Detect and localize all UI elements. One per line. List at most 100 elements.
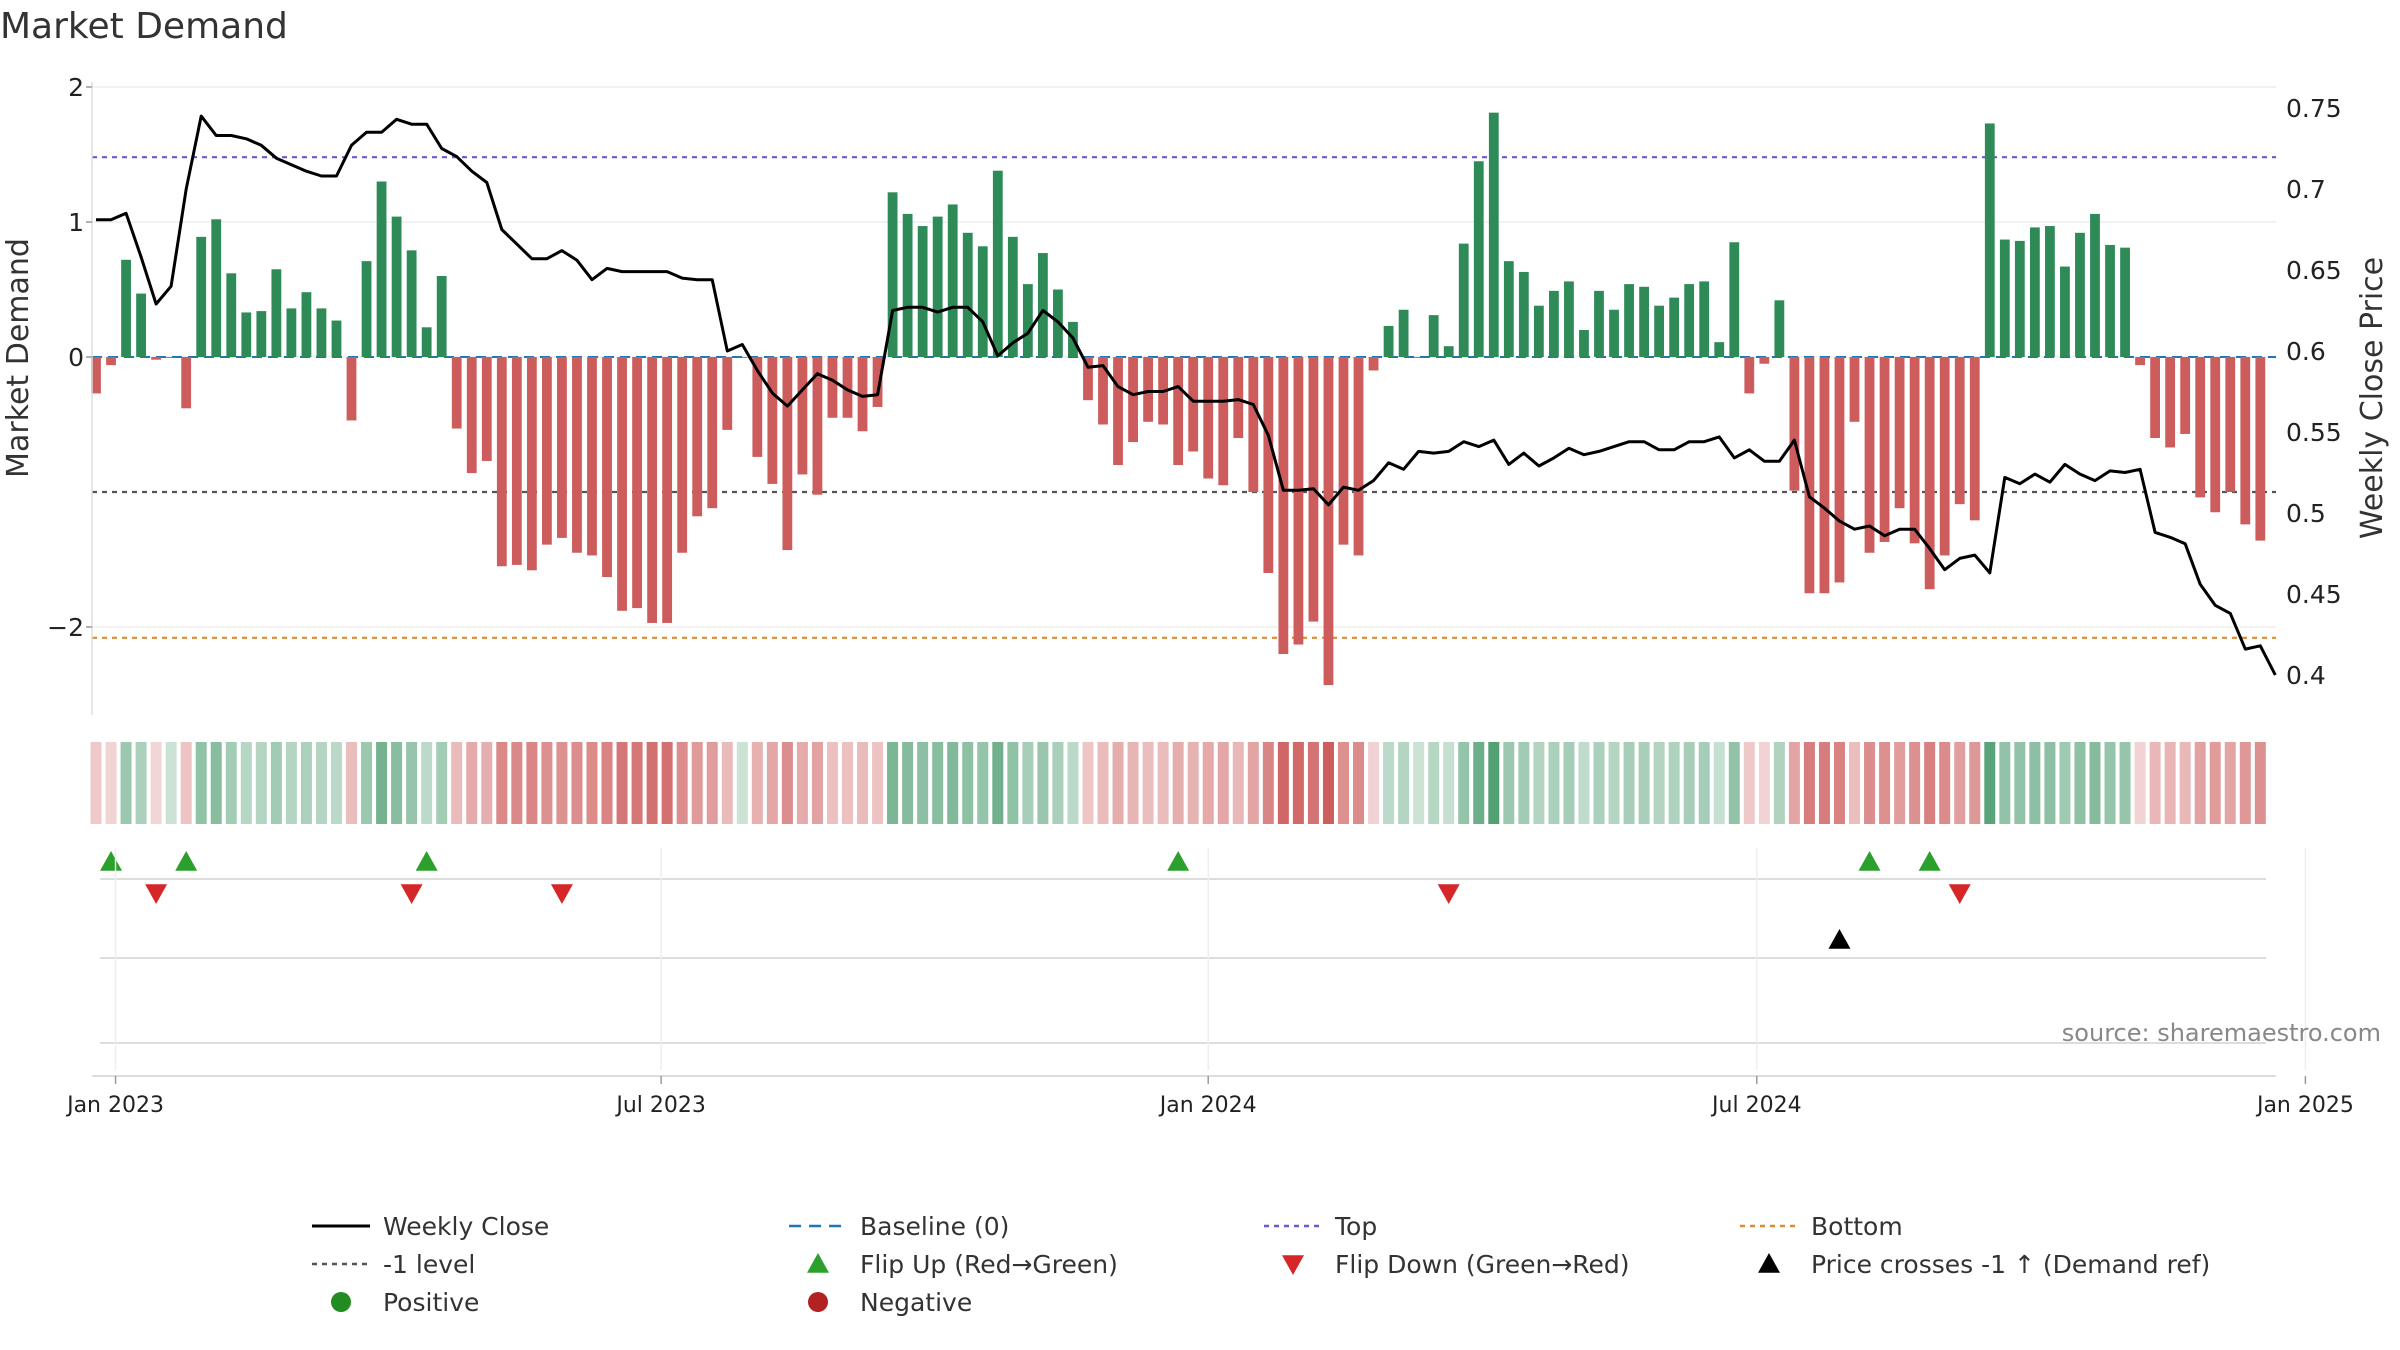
heat-cell: [376, 742, 388, 824]
legend-item: Price crosses -1 ↑ (Demand ref): [1758, 1250, 2210, 1279]
heat-cell: [511, 742, 523, 824]
axes: 2 1 0 −2 0.75 0.7 0.65 0.6 0.55 0.5 0.45 0.4: [47, 73, 2342, 715]
heat-cell: [2179, 742, 2191, 824]
heat-cell: [526, 742, 538, 824]
heat-cell: [1337, 742, 1349, 824]
legend-item: Flip Down (Green→Red): [1282, 1250, 1630, 1279]
legend-item: Bottom: [1740, 1212, 1903, 1241]
x-tick-label: Jan 2024: [1158, 1093, 1257, 1118]
heat-cell: [631, 742, 643, 824]
source-attribution: source: sharemaestro.com: [2062, 1019, 2381, 1047]
demand-bar-positive: [166, 357, 177, 358]
demand-bar-negative: [752, 357, 763, 457]
heat-cell: [1864, 742, 1876, 824]
heat-cell: [2089, 742, 2101, 824]
demand-bar-positive: [1037, 253, 1048, 357]
heat-cell: [902, 742, 914, 824]
legend-swatch-triangle-down: [1282, 1255, 1304, 1275]
y-tick-label: −2: [47, 613, 84, 642]
legend-item: Negative: [808, 1288, 972, 1317]
demand-bar-negative: [1323, 357, 1334, 686]
heat-cell: [210, 742, 222, 824]
heat-cell: [1488, 742, 1500, 824]
heat-cell: [1217, 742, 1229, 824]
demand-bar-negative: [2255, 357, 2266, 541]
heat-cell: [2224, 742, 2236, 824]
demand-bar-negative: [1954, 357, 1965, 505]
demand-bar-positive: [316, 308, 327, 357]
flip-down-marker: [400, 884, 423, 904]
heat-cell: [1097, 742, 1109, 824]
heat-cell: [1383, 742, 1395, 824]
demand-bar-negative: [2210, 357, 2221, 513]
heat-cell: [601, 742, 613, 824]
legend-item: Positive: [331, 1288, 479, 1317]
demand-bar-negative: [1804, 357, 1815, 594]
heat-cell: [270, 742, 282, 824]
demand-bar-positive: [1624, 284, 1634, 357]
demand-bar-positive: [406, 250, 417, 357]
demand-bar-negative: [1969, 357, 1980, 521]
heat-cell: [2254, 742, 2266, 824]
heat-cell: [1578, 742, 1590, 824]
price-line-layer: [96, 114, 2277, 676]
demand-bar-positive: [1729, 242, 1740, 357]
demand-bar-negative: [1338, 357, 1349, 545]
demand-bar-positive: [1518, 271, 1529, 357]
heat-cell: [616, 742, 628, 824]
demand-bar-positive: [977, 246, 988, 357]
demand-bar-positive: [1579, 330, 1589, 357]
heat-cell: [1713, 742, 1725, 824]
demand-bar-negative: [1849, 357, 1860, 422]
demand-bar-negative: [572, 357, 582, 553]
demand-bar-positive: [256, 311, 267, 357]
heat-cell: [1187, 742, 1199, 824]
heat-cell: [180, 742, 192, 824]
heat-cell: [1653, 742, 1665, 824]
heat-cell: [751, 742, 763, 824]
heat-cell: [736, 742, 748, 824]
demand-bar-negative: [857, 357, 868, 432]
heat-cell: [1172, 742, 1184, 824]
heat-cell: [962, 742, 974, 824]
demand-bar-positive: [2060, 266, 2070, 357]
demand-bar-negative: [526, 357, 537, 571]
demand-bar-negative: [707, 357, 718, 509]
heat-cell: [1157, 742, 1169, 824]
y2-tick-label: 0.6: [2286, 337, 2326, 366]
heat-cell: [1623, 742, 1635, 824]
demand-bar-positive: [887, 192, 898, 357]
demand-bar-negative: [91, 357, 101, 394]
demand-bar-positive: [2075, 232, 2085, 357]
heat-cell: [1022, 742, 1034, 824]
heat-cell: [1879, 742, 1891, 824]
heat-cell: [796, 742, 808, 824]
heat-cell: [406, 742, 418, 824]
heat-cell: [766, 742, 778, 824]
heat-cell: [2194, 742, 2206, 824]
x-tick-label: Jul 2024: [1710, 1093, 1802, 1118]
heat-cell: [1262, 742, 1274, 824]
demand-bar-positive: [136, 293, 146, 357]
legend-item: Baseline (0): [789, 1212, 1009, 1241]
demand-bar-positive: [1639, 286, 1649, 357]
heat-cell: [2029, 742, 2041, 824]
chart-title: Market Demand: [0, 6, 288, 47]
demand-bar-positive: [2090, 213, 2100, 357]
heat-cell: [1939, 742, 1951, 824]
y2-tick-label: 0.5: [2286, 499, 2326, 528]
heat-cell: [2134, 742, 2146, 824]
demand-bar-positive: [436, 276, 447, 357]
y2-tick-label: 0.65: [2286, 256, 2342, 285]
demand-bar-negative: [511, 357, 522, 565]
heat-cell: [1698, 742, 1710, 824]
flip-up-marker: [415, 851, 438, 871]
demand-bar-negative: [1263, 357, 1274, 573]
demand-bar-negative: [782, 357, 793, 551]
demand-bar-negative: [557, 357, 567, 538]
heat-cell: [646, 742, 658, 824]
flip-down-marker: [550, 884, 573, 904]
demand-bar-negative: [2165, 357, 2176, 448]
demand-bar-negative: [632, 357, 642, 609]
heat-cell: [1638, 742, 1650, 824]
